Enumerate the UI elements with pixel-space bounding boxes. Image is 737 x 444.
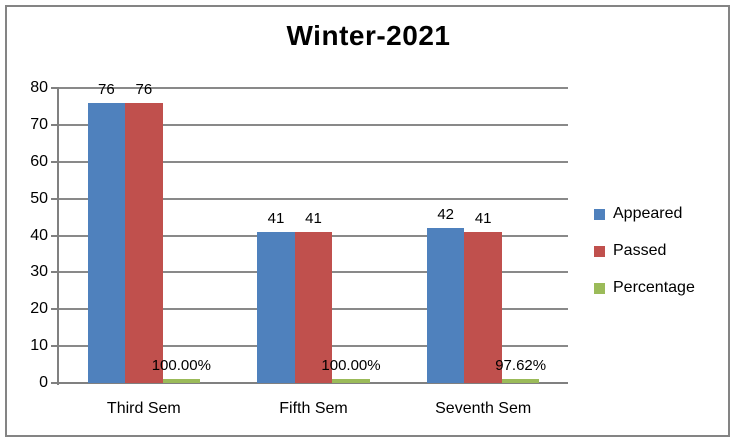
legend-label-appeared: Appeared: [613, 205, 683, 222]
y-axis-tick-label: 60: [30, 152, 48, 170]
y-axis-tick-label: 20: [30, 300, 48, 318]
bar-percentage-fifth-sem: [332, 379, 370, 383]
data-label-passed-seventh-sem: 41: [474, 209, 492, 227]
y-axis-tickmark: [51, 308, 59, 311]
data-label-percentage-seventh-sem: 97.62%: [495, 357, 547, 375]
y-axis-tick-label: 30: [30, 263, 48, 281]
legend-swatch-appeared: [594, 208, 605, 220]
bar-passed-fifth-sem: [294, 231, 333, 383]
y-axis-tick-label: 0: [39, 374, 48, 391]
y-axis-tick-label: 10: [30, 337, 48, 355]
data-label-appeared-seventh-sem: 42: [437, 206, 454, 224]
y-axis-tickmark: [51, 123, 59, 126]
data-label-passed-fifth-sem: 41: [305, 209, 322, 227]
x-axis-category-label: Fifth Sem: [279, 400, 348, 417]
y-axis-tick-label: 70: [30, 115, 48, 133]
x-axis-category-label: Seventh Sem: [435, 400, 532, 417]
legend-item-appeared: Appeared: [594, 205, 695, 223]
y-axis-tickmark: [51, 87, 59, 89]
legend-swatch-passed: [594, 245, 605, 257]
y-axis-tickmark: [51, 197, 59, 200]
x-axis-line: [57, 382, 568, 384]
bar-percentage-seventh-sem: [501, 379, 540, 383]
data-label-percentage-fifth-sem: 100.00%: [321, 357, 381, 375]
legend-label-passed: Passed: [613, 242, 667, 259]
data-label-passed-third-sem: 76: [135, 80, 153, 98]
bar-appeared-third-sem: [87, 102, 126, 383]
y-axis-tick-label: 40: [30, 226, 48, 244]
y-axis-tickmark: [51, 382, 59, 384]
y-axis-line: [57, 88, 59, 385]
gridline: [59, 197, 568, 200]
y-axis-tickmark: [51, 234, 59, 237]
legend-item-percentage: Percentage: [594, 279, 695, 297]
data-label-appeared-third-sem: 76: [97, 80, 115, 98]
y-axis-tick-label: 50: [30, 189, 48, 207]
data-label-percentage-third-sem: 100.00%: [151, 357, 211, 375]
y-axis-tick-label: 80: [30, 79, 48, 96]
legend-label-percentage: Percentage: [613, 279, 695, 296]
y-axis-tickmark: [51, 345, 59, 348]
bar-passed-seventh-sem: [464, 231, 502, 383]
bar-appeared-seventh-sem: [426, 228, 465, 383]
bar-appeared-fifth-sem: [257, 231, 295, 383]
chart-title: Winter-2021: [286, 20, 451, 51]
y-axis-tickmark: [51, 160, 59, 163]
x-axis-category-label: Third Sem: [106, 400, 181, 417]
y-axis-tickmark: [51, 271, 59, 274]
bar-passed-third-sem: [125, 102, 163, 383]
chart-border: [5, 5, 730, 437]
legend-swatch-percentage: [594, 282, 605, 294]
legend-item-passed: Passed: [594, 242, 695, 260]
data-label-appeared-fifth-sem: 41: [267, 209, 285, 227]
legend: Appeared Passed Percentage: [594, 205, 695, 316]
gridline: [59, 123, 568, 126]
bar-percentage-third-sem: [162, 379, 201, 383]
gridline: [59, 87, 568, 89]
gridline: [59, 160, 568, 163]
